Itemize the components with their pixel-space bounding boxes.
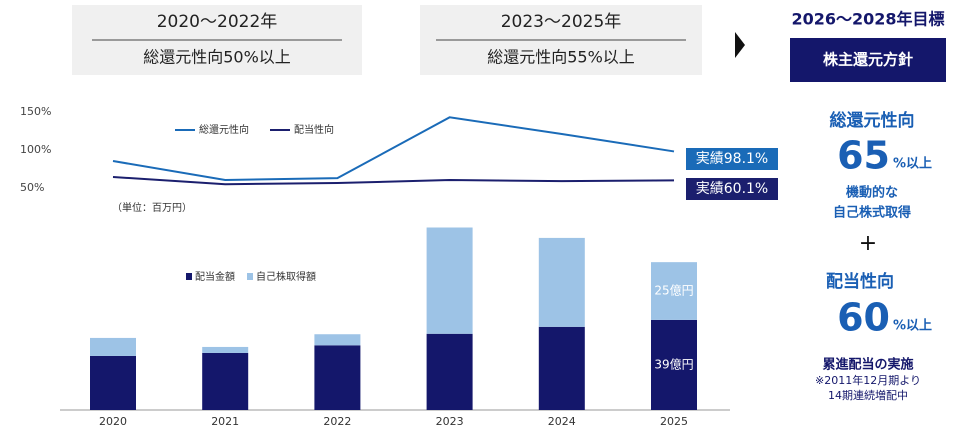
- badge: [790, 38, 946, 82]
- bar-segment: [90, 355, 136, 410]
- bar-segment: [314, 345, 361, 410]
- target-suffix: %以上: [893, 319, 932, 334]
- target-value: 65: [837, 134, 890, 178]
- data-label: 25億円: [654, 284, 693, 298]
- x-tick-label: 2022: [323, 415, 351, 428]
- y-tick-label: 50%: [20, 181, 44, 194]
- target-text: 自己株式取得: [833, 205, 911, 221]
- x-tick-label: 2021: [211, 415, 239, 428]
- x-tick-label: 2025: [660, 415, 688, 428]
- dividend-note: ※2011年12月期より: [815, 373, 921, 387]
- data-label: 39億円: [654, 357, 693, 371]
- annotation: 実績98.1%: [696, 151, 768, 167]
- unit-label: （単位：百万円）: [112, 201, 192, 214]
- bar-segment: [538, 237, 585, 327]
- bar-segment: [651, 319, 697, 410]
- line-series: [112, 116, 675, 182]
- plus: +: [859, 231, 877, 256]
- bar-segment: [314, 334, 361, 346]
- x-tick-label: 2024: [548, 415, 576, 428]
- x-tick-label: 2020: [99, 415, 127, 428]
- target-title: 2026～2028年目標: [791, 10, 944, 29]
- target-value: 60: [837, 296, 890, 340]
- bar-segment: [202, 346, 249, 353]
- bar-segment: [426, 333, 473, 410]
- legend-swatch: [247, 273, 253, 280]
- legend-label: 総還元性向: [199, 123, 249, 136]
- target-label: 配当性向: [826, 271, 894, 292]
- arrow: [735, 32, 745, 58]
- bar-segment: [538, 326, 585, 410]
- target-text: 機動的な: [846, 185, 898, 201]
- legend-swatch: [186, 273, 192, 280]
- legend-label: 配当性向: [294, 123, 334, 136]
- y-tick-label: 100%: [20, 143, 51, 156]
- annotation-box: [686, 148, 778, 170]
- dividend-title: 累進配当の実施: [822, 357, 913, 373]
- annotation-box: [686, 178, 778, 200]
- period-policy: 総還元性向50%以上: [143, 48, 291, 67]
- bar-segment: [90, 337, 136, 356]
- badge-text: 株主還元方針: [823, 51, 913, 69]
- dividend-note: 14期連続増配中: [828, 388, 908, 402]
- y-tick-label: 150%: [20, 105, 51, 118]
- line-series: [112, 175, 675, 186]
- x-tick-label: 2023: [436, 415, 464, 428]
- legend-label: 自己株取得額: [256, 270, 316, 283]
- bar-segment: [202, 352, 249, 410]
- annotation: 実績60.1%: [696, 181, 768, 197]
- target-label: 総還元性向: [830, 110, 915, 131]
- period-policy: 総還元性向55%以上: [487, 48, 635, 67]
- period-years: 2023～2025年: [501, 12, 622, 32]
- legend-label: 配当金額: [195, 270, 235, 283]
- period-years: 2020～2022年: [157, 12, 278, 32]
- bar-segment: [651, 262, 697, 320]
- bar-segment: [426, 227, 473, 334]
- target-suffix: %以上: [893, 157, 932, 172]
